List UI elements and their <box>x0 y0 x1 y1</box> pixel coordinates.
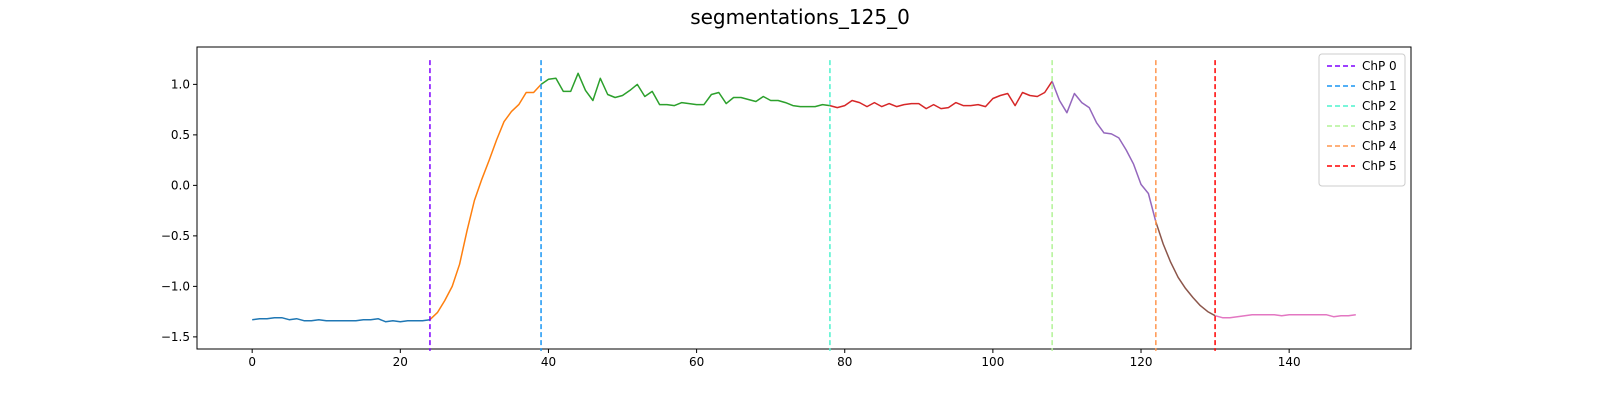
legend-label-5: ChP 5 <box>1362 159 1397 173</box>
y-tick-label: −0.5 <box>161 229 190 243</box>
legend-label-1: ChP 1 <box>1362 79 1397 93</box>
y-tick-label: 1.0 <box>171 77 190 91</box>
chart-title: segmentations_125_0 <box>690 5 910 29</box>
legend-label-0: ChP 0 <box>1362 59 1397 73</box>
y-tick-label: 0.5 <box>171 128 190 142</box>
plot-frame <box>196 46 1412 350</box>
series-segment-4 <box>1051 81 1157 222</box>
x-tick-label: 40 <box>541 355 556 369</box>
legend-label-3: ChP 3 <box>1362 119 1397 133</box>
x-tick-label: 20 <box>393 355 408 369</box>
legend-box <box>1318 53 1406 187</box>
series-segment-2 <box>540 72 831 108</box>
x-tick-label: 120 <box>1130 355 1153 369</box>
x-tick-label: 60 <box>689 355 704 369</box>
series-segment-6 <box>1214 313 1356 319</box>
y-tick-label: 0.0 <box>171 178 190 192</box>
y-tick-label: −1.0 <box>161 279 190 293</box>
x-tick-label: 0 <box>248 355 256 369</box>
y-tick-label: −1.5 <box>161 330 190 344</box>
legend-label-4: ChP 4 <box>1362 139 1397 153</box>
series-segment-5 <box>1155 221 1216 317</box>
series-segment-3 <box>829 80 1053 110</box>
x-tick-label: 100 <box>981 355 1004 369</box>
series-segment-0 <box>252 316 431 323</box>
x-tick-label: 80 <box>837 355 852 369</box>
series-segment-1 <box>429 83 542 321</box>
x-tick-label: 140 <box>1278 355 1301 369</box>
legend-label-2: ChP 2 <box>1362 99 1397 113</box>
